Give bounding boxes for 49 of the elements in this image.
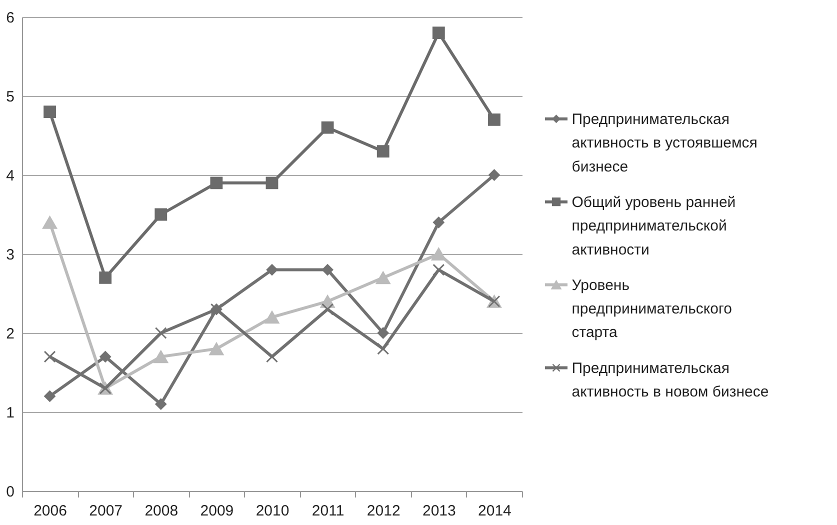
point bbox=[44, 350, 56, 363]
point bbox=[266, 264, 278, 276]
x-tick-label: 2009 bbox=[200, 502, 234, 520]
point bbox=[377, 327, 389, 339]
point bbox=[488, 114, 500, 126]
y-tick-label: 3 bbox=[6, 246, 14, 264]
y-tick-label: 0 bbox=[6, 484, 14, 500]
point bbox=[377, 342, 390, 355]
point bbox=[432, 26, 445, 39]
point bbox=[210, 176, 223, 190]
x-tick-label: 2012 bbox=[366, 502, 400, 520]
point bbox=[322, 303, 334, 316]
point bbox=[99, 272, 112, 284]
x-tick-label: 2008 bbox=[144, 502, 178, 520]
y-tick-label: 5 bbox=[6, 88, 14, 106]
point bbox=[154, 327, 167, 339]
point bbox=[376, 271, 391, 284]
point bbox=[209, 342, 224, 356]
x-tick-label: 2007 bbox=[89, 502, 123, 520]
point bbox=[266, 176, 278, 190]
point bbox=[488, 169, 500, 181]
point bbox=[321, 121, 334, 134]
point bbox=[431, 248, 446, 260]
point bbox=[153, 350, 168, 364]
x-tick-label: 2011 bbox=[312, 502, 344, 520]
point bbox=[376, 145, 390, 158]
legend-label: Предпринимательская активность в устоявшемся бизнесе bbox=[572, 110, 758, 176]
y-tick-label: 4 bbox=[6, 168, 14, 184]
y-tick-label: 1 bbox=[6, 404, 14, 422]
point bbox=[266, 350, 278, 363]
point bbox=[44, 106, 56, 118]
point bbox=[322, 264, 334, 276]
legend-label: Общий уровень ранней предпринимательской активности bbox=[572, 194, 736, 258]
x-tick-label: 2006 bbox=[34, 502, 67, 520]
y-tick-label: 2 bbox=[6, 326, 14, 342]
point bbox=[155, 398, 167, 410]
point bbox=[100, 350, 112, 362]
point bbox=[432, 264, 445, 276]
legend-label: Уровень предпринимательского старта bbox=[572, 276, 732, 342]
x-tick-label: 2013 bbox=[422, 502, 456, 520]
y-tick-label: 6 bbox=[6, 10, 14, 26]
point bbox=[264, 310, 280, 324]
x-tick-label: 2014 bbox=[478, 502, 512, 520]
legend-label: Предпринимательская активность в новом бизнесе bbox=[572, 360, 769, 400]
x-tick-label: 2010 bbox=[256, 502, 290, 520]
point bbox=[154, 208, 168, 221]
point bbox=[44, 390, 56, 402]
point bbox=[432, 216, 444, 228]
point bbox=[42, 216, 58, 229]
